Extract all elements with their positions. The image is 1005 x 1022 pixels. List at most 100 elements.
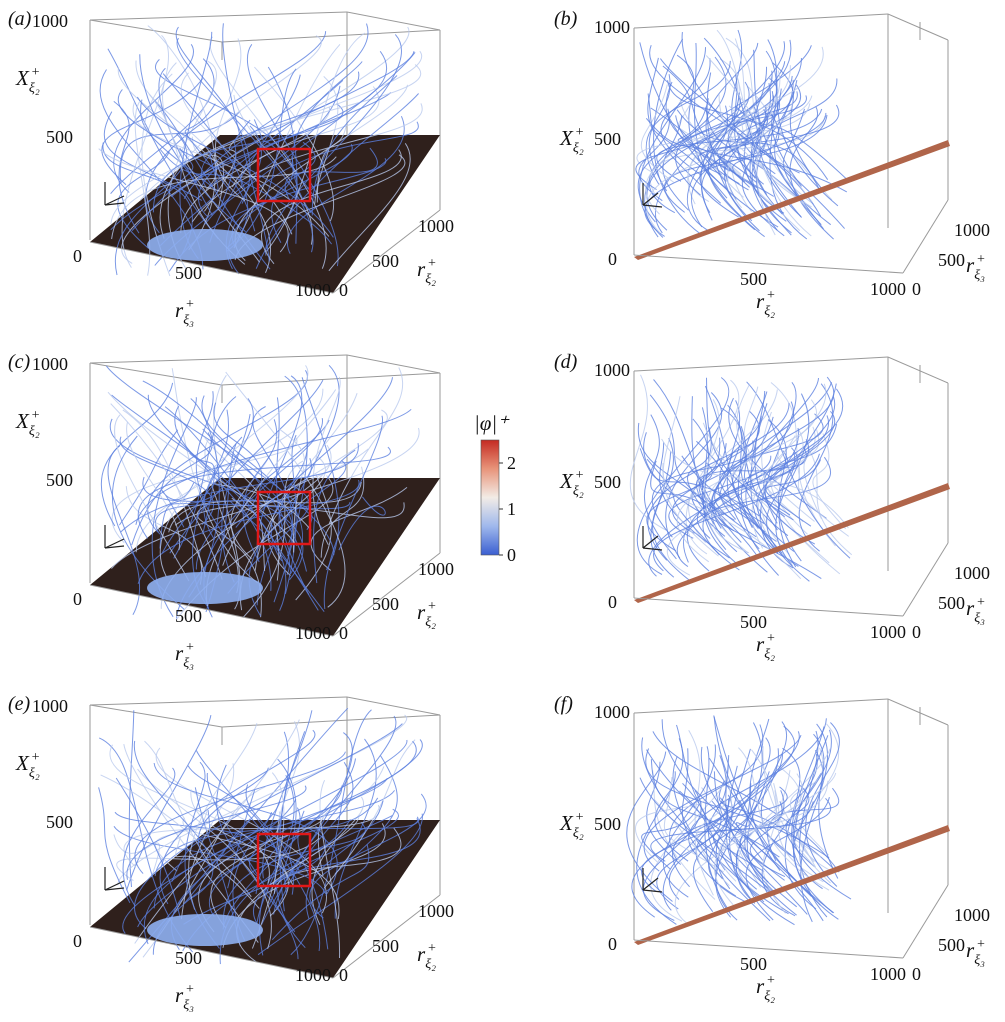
z-tick: 1000 — [594, 360, 630, 380]
streamlines — [629, 374, 853, 583]
streamline — [183, 23, 369, 199]
streamline — [161, 398, 254, 553]
streamline — [716, 29, 812, 237]
streamline — [227, 789, 256, 889]
x-tick: 1000 — [295, 623, 331, 643]
streamline — [713, 716, 835, 914]
streamline — [287, 115, 405, 254]
streamline — [775, 393, 810, 567]
box-edge — [887, 698, 949, 726]
z-tick: 500 — [594, 472, 621, 492]
streamline — [102, 142, 193, 254]
axis-triad — [642, 868, 663, 893]
streamline — [261, 149, 402, 265]
streamline — [636, 377, 730, 575]
y-tick: 0 — [912, 279, 921, 299]
streamline — [100, 774, 252, 898]
streamline — [700, 746, 824, 922]
streamline — [798, 383, 834, 552]
streamline — [727, 404, 778, 531]
streamline — [803, 428, 822, 520]
panel-b: 1000 500 0 500 1000 1000 500 0 Xξ₂+ rξ₂+ rξ₃+ (b) — [554, 8, 990, 319]
streamline — [100, 382, 174, 527]
streamline — [111, 437, 298, 544]
streamline — [123, 804, 380, 868]
streamline — [756, 427, 799, 552]
streamlines — [635, 29, 851, 240]
x-tick: 1000 — [870, 622, 906, 642]
streamline — [262, 710, 313, 879]
axis-triad — [642, 183, 663, 208]
streamline — [117, 151, 170, 249]
y-tick: 500 — [938, 250, 965, 270]
box-edge — [633, 698, 889, 714]
streamline — [693, 42, 765, 238]
triad-axis — [104, 195, 125, 206]
streamline — [313, 449, 356, 584]
highlight-box — [256, 832, 312, 888]
triad-axis — [642, 889, 663, 893]
streamline — [328, 143, 411, 272]
streamline — [719, 415, 765, 525]
x-axis-label: rξ₃+ — [175, 297, 195, 328]
streamline — [219, 119, 251, 209]
streamline — [171, 809, 211, 882]
box-edge — [633, 254, 904, 274]
y-tick: 500 — [938, 935, 965, 955]
axis-triad — [104, 182, 125, 206]
streamline — [109, 744, 270, 884]
streamline — [643, 432, 822, 580]
streamline — [176, 37, 314, 253]
streamline — [169, 379, 324, 554]
streamline — [204, 85, 341, 225]
streamline — [676, 446, 750, 563]
streamline — [245, 784, 294, 895]
panel-label: (e) — [8, 693, 31, 715]
streamline — [699, 105, 739, 218]
streamline — [122, 739, 408, 934]
z-tick: 0 — [73, 589, 82, 609]
box-edge — [902, 199, 949, 274]
streamline — [144, 740, 211, 866]
y-tick: 500 — [372, 594, 399, 614]
streamline — [171, 368, 258, 584]
streamline — [648, 45, 812, 214]
streamline — [116, 837, 320, 882]
streamline — [184, 761, 220, 949]
streamline — [731, 29, 776, 175]
streamline — [789, 106, 834, 240]
streamline — [718, 84, 802, 191]
box-edge — [89, 584, 334, 637]
z-axis-label: Xξ₂+ — [559, 810, 584, 841]
streamline — [725, 755, 769, 883]
tilted-plane — [634, 483, 950, 603]
streamline — [338, 496, 386, 551]
streamline — [98, 148, 289, 253]
streamline — [695, 437, 721, 525]
streamline — [134, 740, 214, 900]
streamline — [650, 460, 726, 527]
streamline-bundle — [147, 572, 263, 604]
z-tick: 1000 — [32, 696, 68, 716]
streamline — [652, 770, 716, 900]
streamline — [134, 751, 346, 874]
x-tick: 500 — [740, 954, 767, 974]
streamline — [647, 402, 790, 561]
streamline — [267, 66, 298, 244]
streamline — [686, 61, 786, 233]
streamline — [767, 39, 839, 207]
streamline — [639, 777, 774, 896]
streamline — [675, 772, 837, 925]
streamline — [265, 34, 402, 256]
streamline — [766, 452, 810, 582]
streamline — [738, 747, 830, 891]
streamline — [706, 377, 794, 521]
streamline — [173, 396, 237, 559]
z-axis-label: Xξ₂+ — [15, 65, 40, 96]
streamline — [712, 801, 814, 867]
streamline — [749, 790, 786, 878]
x-tick: 1000 — [870, 279, 906, 299]
highlight-box — [256, 147, 312, 203]
box-edge — [89, 354, 348, 364]
box-edge — [332, 894, 441, 979]
